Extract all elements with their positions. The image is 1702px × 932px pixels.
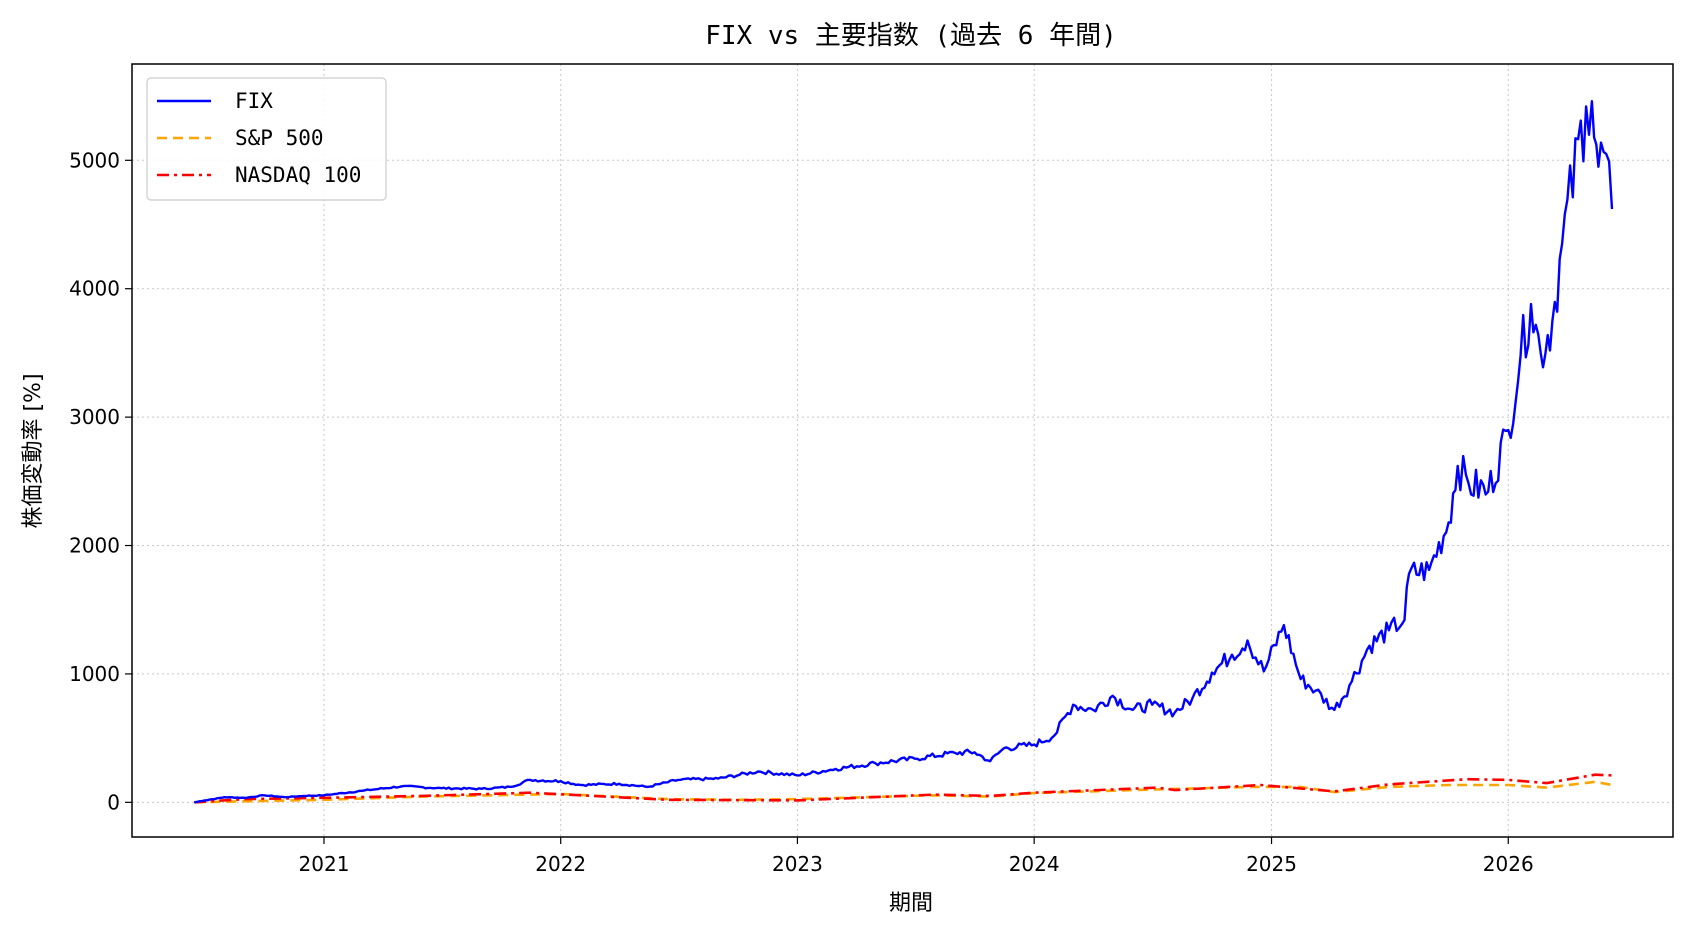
legend: FIX S&P 500 NASDAQ 100	[146, 77, 387, 201]
x-tick-label: 2026	[1483, 852, 1534, 876]
series-line-nasdaq-100	[194, 773, 1613, 804]
x-axis-label: 期間	[889, 891, 933, 916]
x-tick-label: 2021	[299, 852, 350, 876]
y-tick-label: 3000	[69, 405, 120, 429]
grid	[132, 64, 1673, 837]
y-axis: 0 1000 2000 3000 4000 5000	[69, 148, 132, 814]
x-axis: 2021 2022 2023 2024 2025 2026	[299, 837, 1534, 876]
y-tick-label: 4000	[69, 277, 120, 301]
x-tick-label: 2023	[772, 852, 823, 876]
series-line-s-p-500	[194, 780, 1613, 804]
chart-title: FIX vs 主要指数 (過去 6 年間)	[705, 21, 1117, 51]
plot-frame	[131, 63, 1674, 838]
y-tick-label: 5000	[69, 148, 120, 172]
x-tick-label: 2022	[535, 852, 586, 876]
series-line-fix	[194, 100, 1614, 804]
y-tick-label: 1000	[69, 662, 120, 686]
series-layer	[194, 100, 1614, 804]
x-tick-label: 2024	[1009, 852, 1060, 876]
legend-label: FIX	[235, 89, 273, 113]
y-tick-label: 0	[107, 790, 120, 814]
legend-box	[146, 77, 387, 201]
y-tick-label: 2000	[69, 534, 120, 558]
x-tick-label: 2025	[1246, 852, 1297, 876]
legend-label: S&P 500	[235, 126, 324, 150]
legend-label: NASDAQ 100	[235, 163, 361, 187]
y-axis-label: 株価変動率 [%]	[21, 373, 46, 528]
